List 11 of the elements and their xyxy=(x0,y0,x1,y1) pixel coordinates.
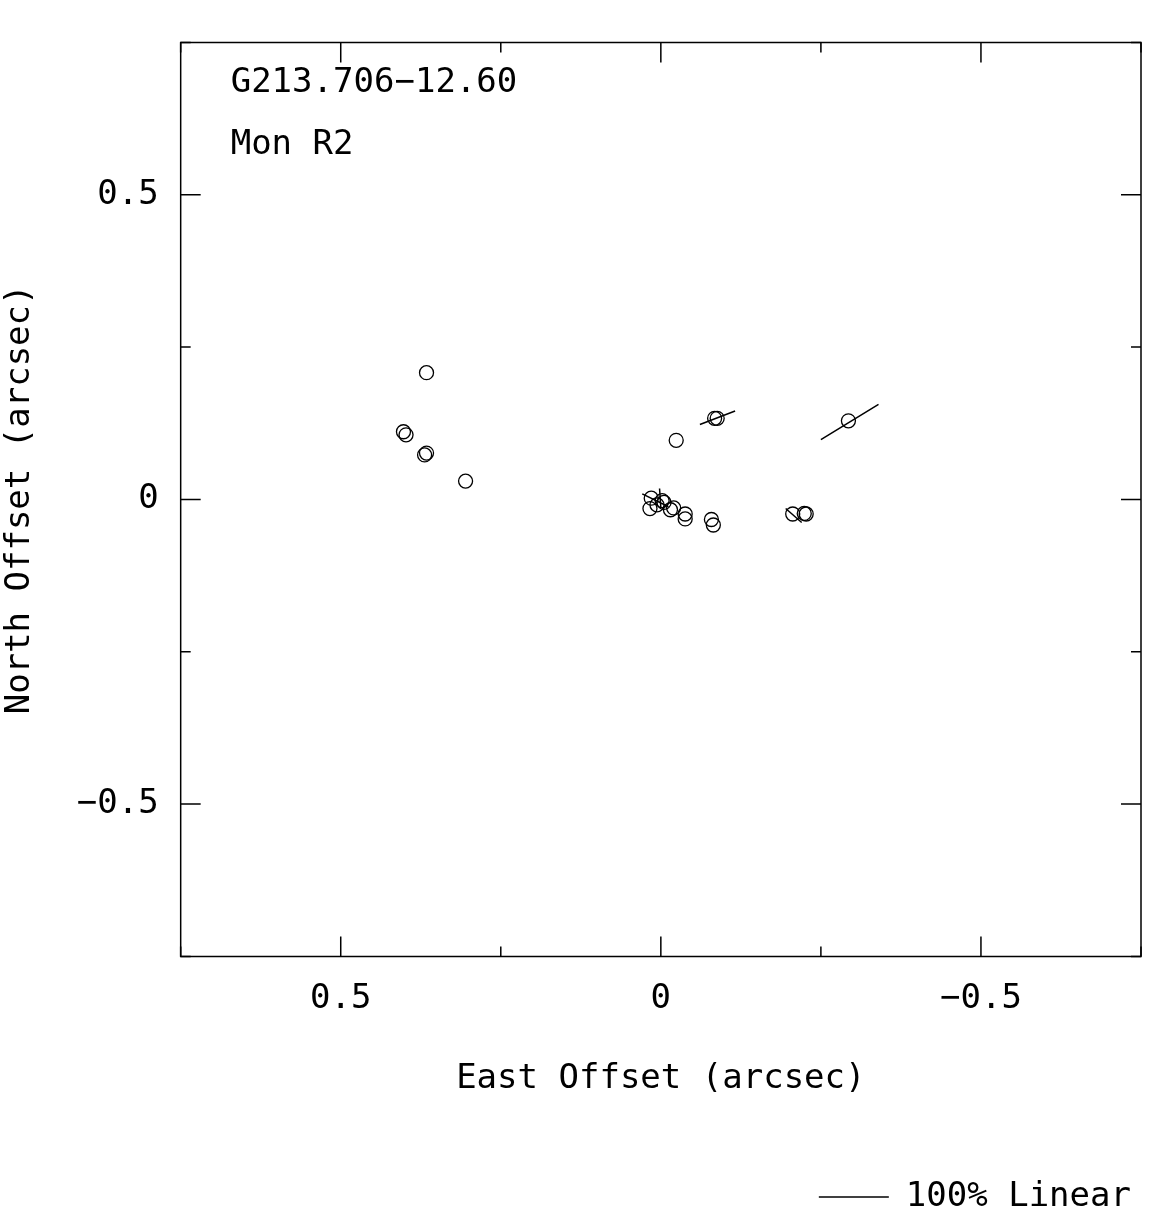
x-tick-label: −0.5 xyxy=(940,975,1022,1016)
legend-label: 100% Linear xyxy=(905,1173,1131,1214)
text: G213.706−12.60 xyxy=(230,60,518,101)
y-tick-label: −0.5 xyxy=(76,780,159,821)
text: Mon R2 xyxy=(230,122,354,163)
y-tick-label: 0.5 xyxy=(97,171,159,212)
x-tick-label: 0 xyxy=(650,975,672,1016)
y-tick-label: 0 xyxy=(138,476,159,517)
y-axis-title: North Offset (arcsec) xyxy=(0,284,38,715)
x-axis-title: East Offset (arcsec) xyxy=(456,1056,866,1097)
x-tick-label: 0.5 xyxy=(310,975,372,1016)
